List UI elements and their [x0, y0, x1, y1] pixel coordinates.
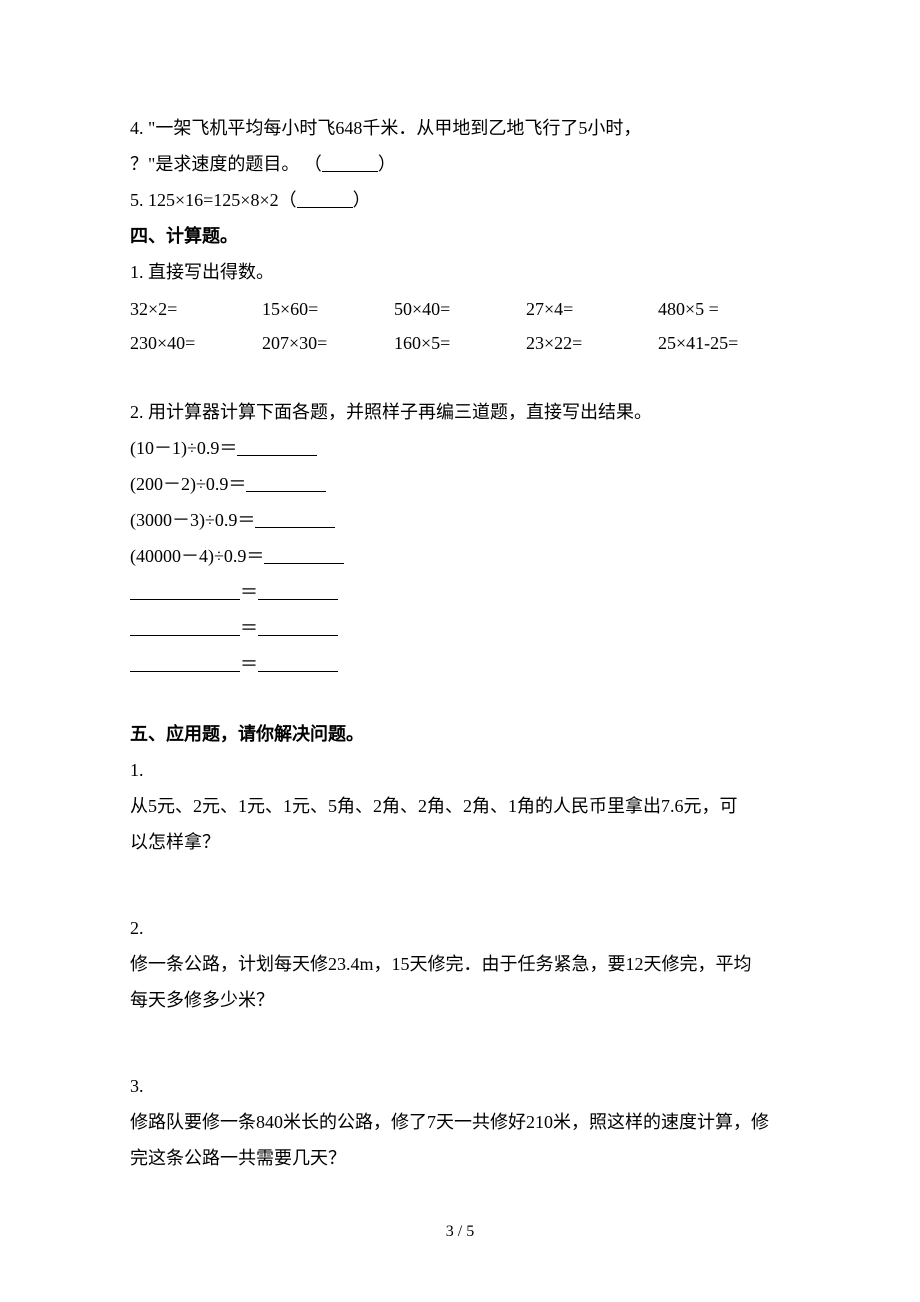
pattern-blank-line-2: ＝ — [130, 610, 790, 646]
pattern-1: (10－1)÷0.9＝ — [130, 430, 790, 466]
calc-cell: 15×60= — [262, 292, 394, 326]
calc-cell: 23×22= — [526, 326, 658, 360]
pattern-lhs-blank — [130, 580, 240, 601]
answer-space-1 — [130, 860, 790, 910]
pattern-blank — [237, 436, 317, 457]
section-5-title: 五、应用题，请你解决问题。 — [130, 716, 790, 752]
sec5-q3-num: 3. — [130, 1068, 790, 1104]
pattern-lhs-blank — [130, 616, 240, 637]
pattern-blank — [264, 544, 344, 565]
sec5-q1-num: 1. — [130, 752, 790, 788]
pattern-expr: (10－1)÷0.9＝ — [130, 438, 237, 458]
calc-cell: 207×30= — [262, 326, 394, 360]
sec5-q1-line1: 从5元、2元、1元、1元、5角、2角、2角、2角、1角的人民币里拿出7.6元，可 — [130, 788, 790, 824]
sec5-q3-line2: 完这条公路一共需要几天？ — [130, 1140, 790, 1176]
pattern-rhs-blank — [258, 616, 338, 637]
pattern-blank-line-3: ＝ — [130, 646, 790, 682]
question-4-line2: ？"是求速度的题目。 （ ） — [130, 146, 790, 182]
question-4-line1: 4. "一架飞机平均每小时飞648千米．从甲地到乙地飞行了5小时， — [130, 110, 790, 146]
calc-cell: 27×4= — [526, 292, 658, 326]
answer-space-2 — [130, 1018, 790, 1068]
pattern-blank — [255, 508, 335, 529]
sec4-q1-intro: 1. 直接写出得数。 — [130, 254, 790, 290]
question-5: 5. 125×16=125×8×2（ ） — [130, 182, 790, 218]
pattern-3: (3000－3)÷0.9＝ — [130, 502, 790, 538]
pattern-expr: (200－2)÷0.9＝ — [130, 474, 246, 494]
pattern-2: (200－2)÷0.9＝ — [130, 466, 790, 502]
pattern-blank — [246, 472, 326, 493]
q5-post: ） — [353, 190, 371, 210]
worksheet-page: 4. "一架飞机平均每小时飞648千米．从甲地到乙地飞行了5小时， ？"是求速度… — [0, 0, 920, 1288]
page-number: 3 / 5 — [130, 1216, 790, 1248]
sec5-q2-num: 2. — [130, 910, 790, 946]
pattern-expr: (3000－3)÷0.9＝ — [130, 510, 255, 530]
q5-blank — [297, 187, 353, 208]
sec4-q2-intro: 2. 用计算器计算下面各题，并照样子再编三道题，直接写出结果。 — [130, 394, 790, 430]
pattern-rhs-blank — [258, 580, 338, 601]
sec5-q2-line2: 每天多修多少米？ — [130, 982, 790, 1018]
pattern-lhs-blank — [130, 652, 240, 673]
sec5-q2-line1: 修一条公路，计划每天修23.4m，15天修完．由于任务紧急，要12天修完，平均 — [130, 946, 790, 982]
q4-line2-pre: ？"是求速度的题目。 （ — [130, 154, 322, 174]
pattern-4: (40000－4)÷0.9＝ — [130, 538, 790, 574]
pattern-blank-line-1: ＝ — [130, 574, 790, 610]
calc-cell: 50×40= — [394, 292, 526, 326]
calc-cell: 32×2= — [130, 292, 262, 326]
calc-table: 32×2= 15×60= 50×40= 27×4= 480×5 = 230×40… — [130, 292, 790, 360]
q5-pre: 5. 125×16=125×8×2（ — [130, 190, 297, 210]
q4-line2-post: ） — [378, 154, 396, 174]
sec5-q3-line1: 修路队要修一条840米长的公路，修了7天一共修好210米，照这样的速度计算，修 — [130, 1104, 790, 1140]
calc-cell: 480×5 = — [658, 292, 790, 326]
calc-cell: 160×5= — [394, 326, 526, 360]
pattern-expr: (40000－4)÷0.9＝ — [130, 546, 264, 566]
calc-row-1: 32×2= 15×60= 50×40= 27×4= 480×5 = — [130, 292, 790, 326]
calc-cell: 230×40= — [130, 326, 262, 360]
calc-cell: 25×41-25= — [658, 326, 790, 360]
calc-row-2: 230×40= 207×30= 160×5= 23×22= 25×41-25= — [130, 326, 790, 360]
q4-blank — [322, 151, 378, 172]
section-4-title: 四、计算题。 — [130, 218, 790, 254]
sec5-q1-line2: 以怎样拿？ — [130, 824, 790, 860]
pattern-rhs-blank — [258, 652, 338, 673]
